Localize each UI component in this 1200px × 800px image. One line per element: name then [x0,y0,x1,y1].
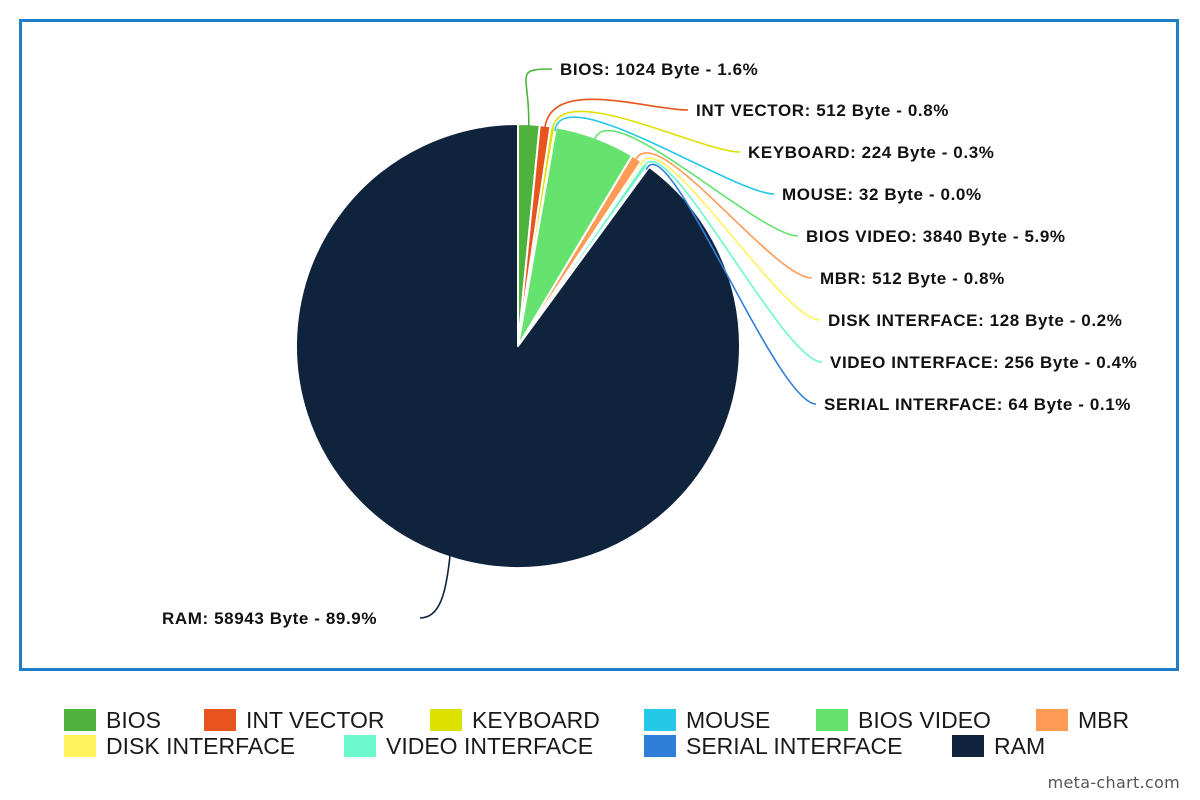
slice-label-bios: BIOS: 1024 Byte - 1.6% [560,60,758,79]
legend-item-keyboard: KEYBOARD [430,706,600,733]
legend-swatch-keyboard [430,709,462,731]
legend-item-disk-interface: DISK INTERFACE [64,732,296,759]
slice-label-video-interface: VIDEO INTERFACE: 256 Byte - 0.4% [830,353,1137,372]
legend-label-video-interface: VIDEO INTERFACE [386,732,594,759]
legend-label-mbr: MBR [1078,706,1130,733]
leader-line-ram [419,553,452,619]
legend-label-bios-video: BIOS VIDEO [858,706,991,733]
legend-item-bios: BIOS [64,706,161,733]
leader-line-serial-interface [645,164,817,405]
legend-label-int-vector: INT VECTOR [246,706,385,733]
slice-label-int-vector: INT VECTOR: 512 Byte - 0.8% [696,101,949,120]
leader-line-mbr [633,152,813,279]
legend-swatch-disk-interface [64,735,96,757]
slice-label-serial-interface: SERIAL INTERFACE: 64 Byte - 0.1% [824,395,1131,414]
legend-swatch-video-interface [344,735,376,757]
legend-label-keyboard: KEYBOARD [472,706,600,733]
leader-line-disk-interface [639,157,821,321]
pie-slices [295,123,741,569]
legend-item-int-vector: INT VECTOR [204,706,385,733]
legend-item-ram: RAM [952,732,1046,759]
leader-line-keyboard [551,110,741,153]
slice-label-mouse: MOUSE: 32 Byte - 0.0% [782,185,982,204]
leader-lines [419,68,823,619]
legend-swatch-bios-video [816,709,848,731]
legend-swatch-int-vector [204,709,236,731]
legend-label-serial-interface: SERIAL INTERFACE [686,732,903,759]
slice-label-bios-video: BIOS VIDEO: 3840 Byte - 5.9% [806,227,1066,246]
legend-swatch-mbr [1036,709,1068,731]
leader-line-mouse [554,116,775,195]
legend-label-disk-interface: DISK INTERFACE [106,732,296,759]
leader-line-video-interface [642,160,823,363]
slice-labels: BIOS: 1024 Byte - 1.6% INT VECTOR: 512 By… [162,60,1137,628]
legend-swatch-serial-interface [644,735,676,757]
legend-item-bios-video: BIOS VIDEO [816,706,991,733]
slice-label-ram: RAM: 58943 Byte - 89.9% [162,609,377,628]
legend-item-mbr: MBR [1036,706,1130,733]
legend-label-bios: BIOS [106,706,161,733]
watermark: meta-chart.com [1047,773,1180,792]
slice-label-keyboard: KEYBOARD: 224 Byte - 0.3% [748,143,994,162]
slice-label-disk-interface: DISK INTERFACE: 128 Byte - 0.2% [828,311,1122,330]
slice-label-mbr: MBR: 512 Byte - 0.8% [820,269,1005,288]
legend-swatch-bios [64,709,96,731]
legend-item-serial-interface: SERIAL INTERFACE [644,732,903,759]
legend-item-mouse: MOUSE [644,706,771,733]
legend-label-mouse: MOUSE [686,706,771,733]
legend: BIOS INT VECTOR KEYBOARD MOUSE BIOS VIDEO MBR… [64,706,1184,764]
legend-item-video-interface: VIDEO INTERFACE [344,732,594,759]
leader-line-bios-video [593,129,799,237]
leader-line-int-vector [543,98,689,130]
pie-chart: BIOS: 1024 Byte - 1.6% INT VECTOR: 512 By… [162,60,1137,628]
legend-swatch-mouse [644,709,676,731]
legend-label-ram: RAM [994,732,1046,759]
leader-line-bios [525,68,553,129]
legend-swatch-ram [952,735,984,757]
pie-slice-ram [295,123,741,569]
